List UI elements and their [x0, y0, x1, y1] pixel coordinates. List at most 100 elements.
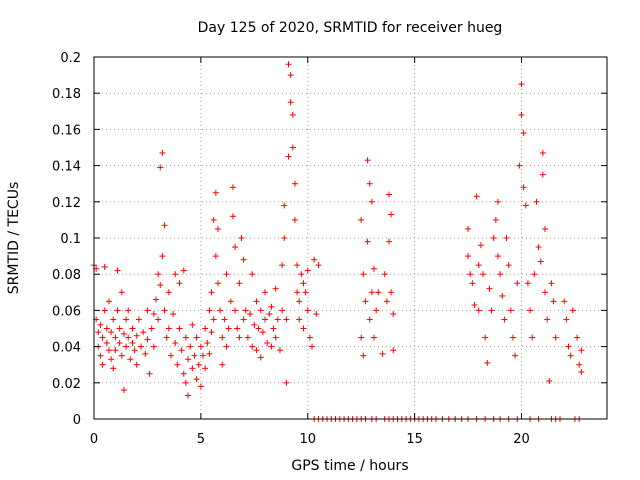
data-point	[161, 222, 168, 229]
data-point	[176, 280, 183, 287]
data-point	[189, 365, 196, 372]
y-tick-label: 0.1	[60, 232, 81, 247]
x-tick-label: 5	[197, 432, 205, 447]
data-point	[208, 289, 215, 296]
data-point	[388, 211, 395, 218]
data-point	[99, 334, 106, 341]
data-point	[236, 334, 243, 341]
data-point	[101, 307, 108, 314]
data-point	[529, 334, 536, 341]
data-point	[127, 356, 134, 363]
data-point	[289, 111, 296, 118]
data-point	[202, 325, 209, 332]
data-point	[140, 329, 147, 336]
data-point	[206, 307, 213, 314]
data-point	[304, 307, 311, 314]
data-point	[103, 339, 110, 346]
data-point	[202, 365, 209, 372]
data-point	[219, 334, 226, 341]
y-axis-label: SRMTID / TECUs	[6, 182, 22, 295]
data-point	[170, 311, 177, 318]
data-point	[492, 216, 499, 223]
chart-title: Day 125 of 2020, SRMTID for receiver hue…	[198, 20, 503, 36]
data-point	[118, 352, 125, 359]
data-point	[494, 198, 501, 205]
data-point	[189, 321, 196, 328]
data-point	[108, 329, 115, 336]
y-tick-label: 0.06	[52, 304, 81, 319]
data-point	[174, 361, 181, 368]
data-point	[516, 162, 523, 169]
data-point	[232, 307, 239, 314]
data-point	[505, 262, 512, 269]
data-point	[285, 61, 292, 68]
data-point	[157, 282, 164, 289]
data-point	[103, 325, 110, 332]
data-point	[159, 149, 166, 156]
data-point	[281, 202, 288, 209]
data-point	[193, 334, 200, 341]
x-tick-label: 0	[90, 432, 98, 447]
data-point	[172, 271, 179, 278]
data-point	[313, 311, 320, 318]
data-point	[129, 339, 136, 346]
data-point	[306, 334, 313, 341]
data-point	[244, 334, 251, 341]
data-point	[270, 325, 277, 332]
data-point	[473, 193, 480, 200]
data-point	[200, 352, 207, 359]
data-point	[123, 316, 130, 323]
data-point	[221, 316, 228, 323]
data-point	[469, 280, 476, 287]
data-point	[138, 343, 145, 350]
data-point	[125, 334, 132, 341]
data-point	[95, 329, 102, 336]
data-point	[182, 379, 189, 386]
data-point	[133, 361, 140, 368]
data-point	[204, 339, 211, 346]
data-point	[484, 359, 491, 366]
data-point	[114, 307, 121, 314]
data-point	[503, 235, 510, 241]
data-point	[242, 307, 249, 314]
data-point	[112, 334, 119, 341]
data-point	[300, 280, 307, 287]
data-point	[247, 311, 254, 318]
data-point	[257, 354, 264, 361]
data-point	[364, 157, 371, 164]
data-point	[135, 316, 142, 323]
data-point	[283, 316, 290, 323]
data-point	[368, 289, 375, 296]
y-tick-label: 0.16	[52, 123, 81, 138]
data-point	[108, 356, 115, 363]
data-point	[123, 343, 130, 350]
data-point	[294, 262, 301, 269]
data-point	[148, 325, 155, 332]
data-point	[229, 213, 236, 220]
data-point	[257, 307, 264, 314]
data-point	[542, 225, 549, 232]
data-point	[227, 298, 234, 305]
data-point	[165, 325, 172, 332]
data-point	[105, 298, 112, 305]
data-point	[212, 189, 219, 196]
data-point	[390, 311, 397, 318]
data-point	[366, 180, 373, 187]
data-point	[531, 271, 538, 278]
data-point	[291, 180, 298, 187]
data-point	[360, 271, 367, 278]
data-point	[287, 99, 294, 106]
data-point	[268, 303, 275, 310]
data-point	[574, 334, 581, 341]
data-point	[159, 253, 166, 260]
data-point	[249, 271, 256, 278]
data-point	[125, 307, 132, 314]
data-point	[253, 298, 260, 305]
data-point	[142, 350, 149, 357]
data-point	[217, 307, 224, 314]
data-point	[561, 298, 568, 305]
data-point	[542, 289, 549, 296]
data-point	[296, 316, 303, 323]
data-point	[501, 316, 508, 323]
data-point	[272, 334, 279, 341]
